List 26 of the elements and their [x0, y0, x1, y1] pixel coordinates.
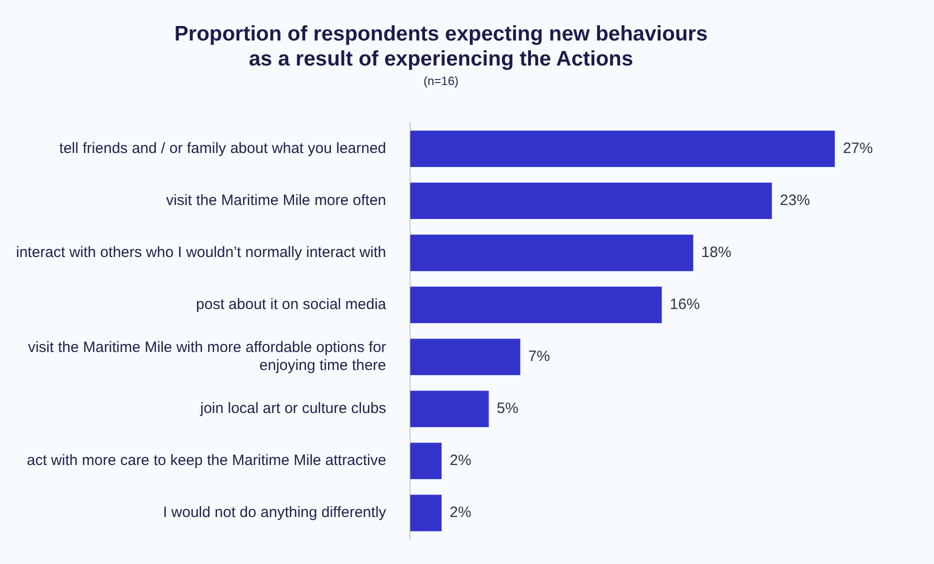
y-tick-label: tell friends and / or family about what you learned [59, 140, 386, 157]
bar [410, 130, 835, 168]
data-label: 27% [842, 140, 873, 157]
data-label: 16% [670, 296, 700, 314]
y-tick-label: visit the Maritime Mile more often [166, 192, 386, 209]
y-tick-label: interact with others who I wouldn’t normally interact with [16, 244, 386, 262]
bar [410, 494, 442, 532]
data-label: 5% [496, 400, 518, 418]
bar [410, 234, 694, 272]
chart-title: Proportion of respondents expecting new behaviours as a result of experiencing the Actions [174, 22, 708, 71]
data-label: 18% [701, 244, 732, 262]
data-label: 2% [450, 504, 472, 522]
data-label: 2% [450, 452, 472, 470]
data-label: 23% [780, 192, 810, 209]
y-tick-label: post about it on social media [196, 296, 387, 314]
chart-subtitle: (n=16) [423, 74, 459, 88]
data-label: 7% [528, 348, 550, 366]
bar [410, 182, 772, 220]
bar [410, 338, 520, 376]
bar [410, 286, 662, 324]
bar [410, 442, 442, 480]
bar [410, 390, 489, 428]
y-tick-label: visit the Maritime Mile with more affordable options for enjoying time there [28, 339, 386, 374]
y-tick-label: act with more care to keep the Maritime Mile attractive [26, 452, 386, 470]
y-tick-label: I would not do anything differently [162, 504, 387, 522]
y-tick-label: join local art or culture clubs [199, 400, 386, 418]
